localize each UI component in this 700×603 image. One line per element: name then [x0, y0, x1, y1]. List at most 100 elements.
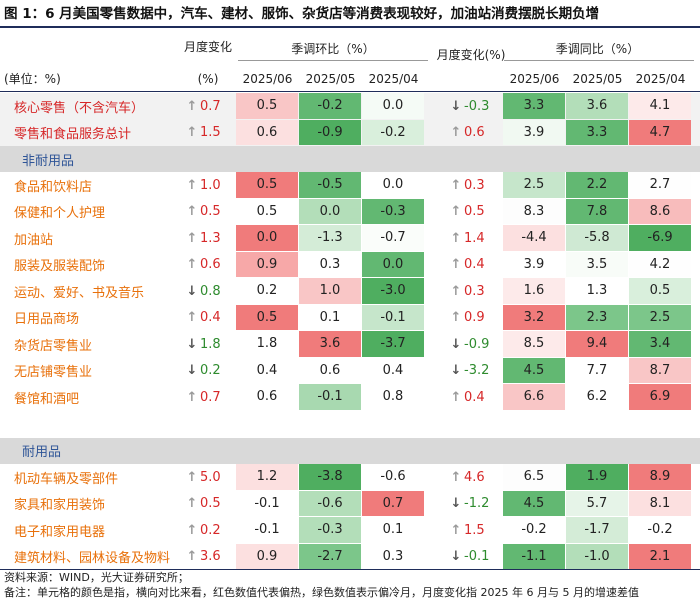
sa-yoy-underline	[504, 60, 694, 61]
sa-mom-cell: 0.6	[299, 357, 361, 383]
arrow-down-icon: ↓	[450, 496, 462, 512]
arrow-up-icon: ↑	[186, 496, 198, 512]
change-value: 0.4	[464, 257, 485, 273]
sa-yoy-cell: 6.2	[566, 384, 628, 410]
notes: 资料来源：WIND，光大证券研究所； 备注：单元格的颜色是指，横向对比来看，红色…	[4, 570, 639, 600]
row-label: 餐馆和酒吧	[14, 391, 80, 407]
sa-yoy-cell: 4.5	[503, 357, 565, 383]
arrow-down-icon: ↓	[450, 98, 462, 114]
sa-yoy-cell: -5.8	[566, 225, 628, 251]
mom-change-right: ↓ -3.2	[448, 358, 508, 385]
sa-mom-cell: 0.3	[299, 251, 361, 277]
sa-yoy-cell: 3.6	[566, 93, 628, 119]
sa-yoy-cell: -0.2	[629, 517, 691, 543]
change-value: 0.2	[200, 363, 221, 379]
mom-change-left: ↑ 1.0	[184, 172, 244, 199]
sa-mom-cell: 0.0	[362, 93, 424, 119]
row-label: 保健和个人护理	[14, 206, 106, 222]
change-value: -0.3	[464, 98, 490, 114]
mom-change-left: ↑ 3.6	[184, 544, 244, 571]
sa-mom-cell: 0.6	[236, 119, 298, 145]
change-value: 0.6	[200, 257, 221, 273]
mom-change-right: ↑ 0.3	[448, 278, 508, 305]
change-value: 0.7	[200, 389, 221, 405]
arrow-down-icon: ↓	[450, 363, 462, 379]
mom-change-right: ↑ 1.4	[448, 225, 508, 252]
mom-change-right: ↑ 0.4	[448, 252, 508, 279]
mom-change-left: ↑ 0.7	[184, 93, 244, 120]
row-label: 加油站	[14, 232, 54, 248]
mom-change-right: ↓ -1.2	[448, 491, 508, 518]
mom-change-right: ↑ 0.9	[448, 305, 508, 332]
mom-change-left: ↑ 0.5	[184, 491, 244, 518]
sa-mom-cell: 0.4	[362, 357, 424, 383]
sa-mom-cell: 3.6	[299, 331, 361, 357]
row-label: 机动车辆及零部件	[14, 471, 119, 487]
arrow-up-icon: ↑	[186, 230, 198, 246]
title-rule	[0, 26, 700, 28]
sa-yoy-cell: -6.9	[629, 225, 691, 251]
arrow-down-icon: ↓	[186, 336, 198, 352]
sa-mom-cell: 0.4	[236, 357, 298, 383]
sa-yoy-cell: 8.5	[503, 331, 565, 357]
sa-mom-cell: -0.7	[362, 225, 424, 251]
row-label: 日用品商场	[14, 312, 80, 328]
month-header-right-3: 2025/04	[635, 72, 686, 86]
arrow-up-icon: ↑	[450, 310, 462, 326]
row-label: 核心零售（不含汽车）	[14, 100, 145, 116]
sa-mom-cell: -3.8	[299, 464, 361, 490]
sa-mom-underline	[238, 60, 428, 61]
mom-change-left: ↑ 1.3	[184, 225, 244, 252]
change-value: 0.5	[464, 204, 485, 220]
section-nondurable: 非耐用品	[0, 146, 700, 172]
arrow-up-icon: ↑	[450, 389, 462, 405]
sa-yoy-cell: 3.5	[566, 251, 628, 277]
sa-mom-cell: 0.2	[236, 278, 298, 304]
sa-yoy-cell: 6.6	[503, 384, 565, 410]
arrow-up-icon: ↑	[186, 310, 198, 326]
sa-yoy-cell: -1.0	[566, 543, 628, 569]
arrow-down-icon: ↓	[186, 283, 198, 299]
mom-change-left: ↑ 0.2	[184, 517, 244, 544]
change-value: 1.5	[200, 125, 221, 141]
mom-change-left: ↑ 1.5	[184, 120, 244, 147]
mom-change-header-right: 月度变化(%)	[436, 48, 506, 62]
sa-mom-cell: 1.2	[236, 464, 298, 490]
sa-mom-cell: 0.1	[299, 304, 361, 330]
change-value: -0.9	[464, 336, 490, 352]
sa-mom-cell: -0.3	[299, 517, 361, 543]
header-rule	[0, 91, 700, 92]
sa-yoy-cell: 2.7	[629, 172, 691, 198]
sa-mom-cell: 0.3	[362, 543, 424, 569]
sa-yoy-cell: 8.9	[629, 464, 691, 490]
bottom-rule	[0, 569, 700, 570]
sa-mom-cell: -0.2	[299, 93, 361, 119]
row-label: 建筑材料、园林设备及物料	[14, 551, 171, 567]
sa-yoy-header: 季调同比（%）	[555, 42, 640, 56]
sa-yoy-cell: 7.7	[566, 357, 628, 383]
row-label: 服装及服装配饰	[14, 259, 106, 275]
sa-mom-cell: 0.5	[236, 93, 298, 119]
change-value: 3.6	[200, 549, 221, 565]
sa-yoy-cell: -0.2	[503, 517, 565, 543]
sa-mom-cell: -3.7	[362, 331, 424, 357]
sa-yoy-cell: 4.7	[629, 119, 691, 145]
mom-change-left: ↑ 5.0	[184, 464, 244, 491]
sa-yoy-cell: 1.9	[566, 464, 628, 490]
sa-mom-cell: -0.1	[299, 384, 361, 410]
sa-yoy-cell: 4.1	[629, 93, 691, 119]
arrow-up-icon: ↑	[186, 257, 198, 273]
arrow-up-icon: ↑	[450, 469, 462, 485]
arrow-up-icon: ↑	[186, 469, 198, 485]
change-value: 4.6	[464, 469, 485, 485]
sa-yoy-cell: 9.4	[566, 331, 628, 357]
sa-yoy-cell: -4.4	[503, 225, 565, 251]
month-header-left-1: 2025/06	[242, 72, 293, 86]
sa-yoy-cell: 4.5	[503, 490, 565, 516]
sa-yoy-cell: 0.5	[629, 278, 691, 304]
sa-mom-cell: -0.5	[299, 172, 361, 198]
sa-yoy-cell: 8.7	[629, 357, 691, 383]
change-value: 0.4	[200, 310, 221, 326]
sa-mom-cell: 0.9	[236, 251, 298, 277]
